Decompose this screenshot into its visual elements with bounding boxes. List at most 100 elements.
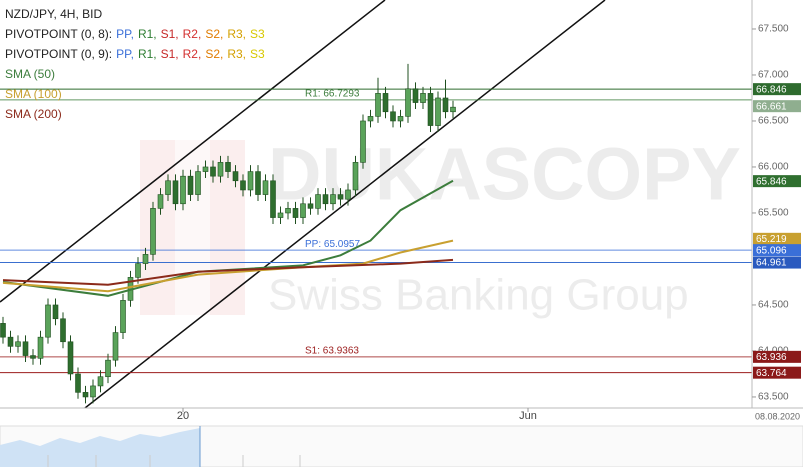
candle-body xyxy=(405,88,411,117)
legend-pivot-item: S2, xyxy=(205,47,223,61)
price-tag-label: 65.219 xyxy=(756,234,787,245)
candle-body xyxy=(270,180,276,218)
candle-body xyxy=(82,392,89,398)
legend-title: NZD/JPY, 4H, BID xyxy=(5,7,102,21)
candle-body xyxy=(262,180,269,195)
candle-body xyxy=(187,175,194,195)
date-label: 08.08.2020 xyxy=(755,411,800,421)
candle-body xyxy=(30,355,36,359)
price-tag xyxy=(753,175,801,188)
candle-body xyxy=(97,376,104,387)
candle-body xyxy=(412,88,419,103)
candle-body xyxy=(382,93,389,113)
legend-pivot-item: R2, xyxy=(183,27,202,41)
legend-entry: SMA (200) xyxy=(5,107,62,121)
plot-area: R1: 66.7293 PP: 65.0957 S1: 63.9363 xyxy=(0,0,752,408)
candle-body xyxy=(105,359,111,378)
candle-body xyxy=(165,180,171,195)
candle-body xyxy=(322,194,329,205)
candle-body xyxy=(442,97,449,113)
candle-body xyxy=(345,189,351,200)
candle-body xyxy=(375,93,381,117)
y-tick-label: 67.000 xyxy=(758,70,789,81)
pivot-label: PP: 65.0957 xyxy=(305,239,360,250)
price-tag xyxy=(753,244,801,257)
candle-body xyxy=(142,254,149,264)
legend-pivot: PIVOTPOINT (0, 9): PP, R1, S1, R2, S2, R3, S3 xyxy=(5,47,265,61)
pivot-label: R1: 66.7293 xyxy=(305,89,360,100)
watermark-brand: DUKASCOPY xyxy=(268,133,741,216)
candle-body xyxy=(337,194,344,200)
price-tag xyxy=(753,232,801,245)
candle-body xyxy=(360,120,366,163)
price-tag-label: 66.661 xyxy=(756,101,787,112)
x-tick-label: Jun xyxy=(519,410,537,422)
price-tag xyxy=(753,83,801,96)
price-tag xyxy=(753,100,801,113)
legend-pivot-label: PIVOTPOINT (0, 8): xyxy=(5,27,112,41)
watermark-tagline: Swiss Banking Group xyxy=(268,271,689,320)
candle-body xyxy=(157,194,164,209)
legend-pivot-item: S1, xyxy=(161,47,179,61)
candle-body xyxy=(435,97,441,126)
candle-body xyxy=(247,171,254,191)
candle-body xyxy=(52,304,59,320)
candle-body xyxy=(390,111,396,122)
candle-body xyxy=(90,385,96,398)
candle-body xyxy=(202,166,209,172)
candle-body xyxy=(0,323,6,338)
candle-body xyxy=(427,93,434,126)
sma-line xyxy=(2,258,454,286)
candle-body xyxy=(352,162,359,191)
legend-entry: SMA (100) xyxy=(5,87,62,101)
y-tick-label: 65.500 xyxy=(758,208,789,219)
candle-body xyxy=(75,373,81,393)
candle-body xyxy=(172,180,179,205)
candle-body xyxy=(67,341,74,375)
pivot-label: S1: 63.9363 xyxy=(305,345,359,356)
candle-body xyxy=(285,208,291,214)
candle-body xyxy=(232,171,239,182)
candle-body xyxy=(135,263,141,278)
legend-pivot-item: R3, xyxy=(227,47,246,61)
candle-body xyxy=(112,332,119,361)
legend-pivot-item: S1, xyxy=(161,27,179,41)
x-tick-label: 20 xyxy=(177,410,189,422)
legend-pivot: PIVOTPOINT (0, 8): PP, R1, S1, R2, S2, R3, S3 xyxy=(5,27,265,41)
legend-pivot-item: R3, xyxy=(227,27,246,41)
candle-body xyxy=(37,336,44,359)
y-tick-label: 64.500 xyxy=(758,300,789,311)
candle-body xyxy=(180,175,186,205)
candle-body xyxy=(150,208,156,255)
watermark-logo-cut xyxy=(175,140,210,315)
legend-pivot-item: S3 xyxy=(250,47,265,61)
candle-body xyxy=(45,304,51,338)
candle-body xyxy=(15,341,21,347)
price-tag-label: 64.961 xyxy=(756,258,787,269)
candle-body xyxy=(315,194,321,209)
candle-body xyxy=(420,93,426,103)
y-tick-label: 66.000 xyxy=(758,162,789,173)
legend-pivot-item: S3 xyxy=(250,27,265,41)
sma-line xyxy=(2,179,454,297)
candle-body xyxy=(450,106,456,113)
price-tag xyxy=(753,366,801,379)
legend-pivot-label: PIVOTPOINT (0, 9): xyxy=(5,47,112,61)
legend-pivot-item: R2, xyxy=(183,47,202,61)
candle-body xyxy=(277,212,284,218)
candle-body xyxy=(225,162,231,172)
price-tag-label: 65.096 xyxy=(756,245,787,256)
candle-body xyxy=(217,162,224,177)
candle-body xyxy=(307,203,314,209)
legend: NZD/JPY, 4H, BID PIVOTPOINT (0, 8): PP, R1,… xyxy=(5,7,265,121)
candle-body xyxy=(367,116,374,122)
legend-pivot-item: PP, xyxy=(116,47,134,61)
candle-body xyxy=(300,203,306,218)
price-tag-label: 63.764 xyxy=(756,368,787,379)
legend-pivot-item: R1, xyxy=(138,27,157,41)
y-tick-label: 66.500 xyxy=(758,116,789,127)
candle-body xyxy=(60,318,66,343)
y-tick-label: 67.500 xyxy=(758,24,789,35)
